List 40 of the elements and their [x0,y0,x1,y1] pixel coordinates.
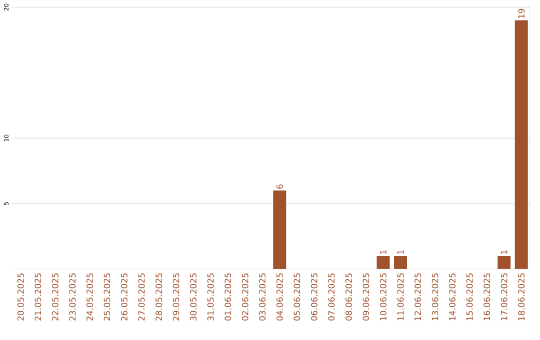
x-tick-label: 18.06.2025 [518,273,525,320]
x-tick-label: 20.05.2025 [17,273,24,320]
x-tick-label: 14.06.2025 [449,273,456,320]
data-label: 6 [276,184,283,189]
x-tick-label: 16.06.2025 [484,273,490,320]
data-label: 1 [380,250,386,254]
x-tick-label: 23.05.2025 [69,273,76,320]
data-label: 1 [397,250,404,254]
x-tick-label: 03.06.2025 [259,273,266,321]
x-tick-label: 08.06.2025 [346,273,352,321]
x-tick-label: 09.06.2025 [362,273,370,321]
x-tick-label: 04.06.2025 [276,273,283,321]
x-tick-label: 28.05.2025 [156,273,162,320]
x-tick-label: 30.05.2025 [190,273,197,320]
x-tick-label: 01.06.2025 [224,273,232,321]
x-tick-label: 07.06.2025 [328,273,335,321]
bar [394,256,407,270]
x-tick-label: 17.06.2025 [500,273,508,320]
x-tick-label: 15.06.2025 [466,273,473,320]
x-tick-label: 29.05.2025 [172,273,180,320]
x-tick-label: 24.05.2025 [86,273,93,320]
data-label: 19 [518,8,525,18]
x-tick-label: 25.05.2025 [104,273,110,320]
x-tick-label: 10.06.2025 [380,273,386,320]
x-tick-label: 21.05.2025 [34,273,42,320]
x-tick-label: 11.06.2025 [397,273,404,320]
bar [376,256,390,270]
bar [514,20,528,270]
x-tick-label: 06.06.2025 [310,273,318,321]
x-tick-label: 05.06.2025 [294,273,300,321]
x-tick-label: 31.05.2025 [207,273,214,320]
x-tick-label: 12.06.2025 [414,273,421,320]
data-label: 1 [501,250,508,254]
bar [498,256,511,270]
x-tick-label: 26.05.2025 [121,273,128,320]
x-tick-label: 13.06.2025 [432,273,438,320]
x-tick-label: 27.05.2025 [138,273,145,320]
bar [273,190,286,270]
x-tick-label: 22.05.2025 [52,273,58,320]
x-tick-label: 02.06.2025 [242,273,248,321]
